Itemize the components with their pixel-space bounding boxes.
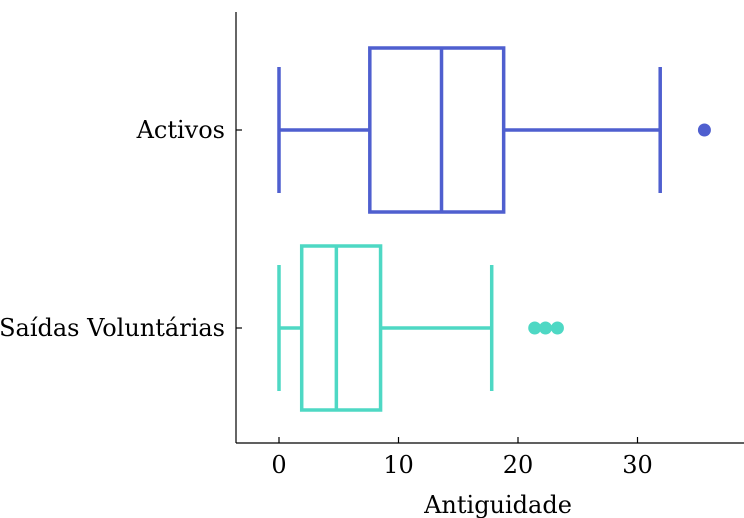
x-tick-label: 20	[503, 451, 534, 479]
iqr-box	[368, 46, 506, 214]
outlier-point	[528, 321, 542, 335]
outlier-point	[550, 321, 564, 335]
x-tick-label: 0	[271, 451, 286, 479]
outlier-point	[538, 321, 552, 335]
y-ticks: Activos Saídas Voluntárias	[0, 116, 242, 342]
x-tick-label: 30	[622, 451, 653, 479]
category-label: Activos	[136, 116, 225, 144]
x-axis-label: Antiguidade	[423, 491, 572, 518]
axes	[235, 12, 744, 444]
box-activos	[277, 46, 711, 214]
boxes	[277, 46, 711, 412]
box-saidas-voluntarias	[277, 244, 564, 412]
x-tick-label: 10	[383, 451, 414, 479]
outlier-point	[697, 123, 711, 137]
category-label: Saídas Voluntárias	[0, 314, 225, 342]
iqr-box	[299, 244, 383, 412]
x-ticks: 0 10 20 30	[271, 437, 653, 479]
